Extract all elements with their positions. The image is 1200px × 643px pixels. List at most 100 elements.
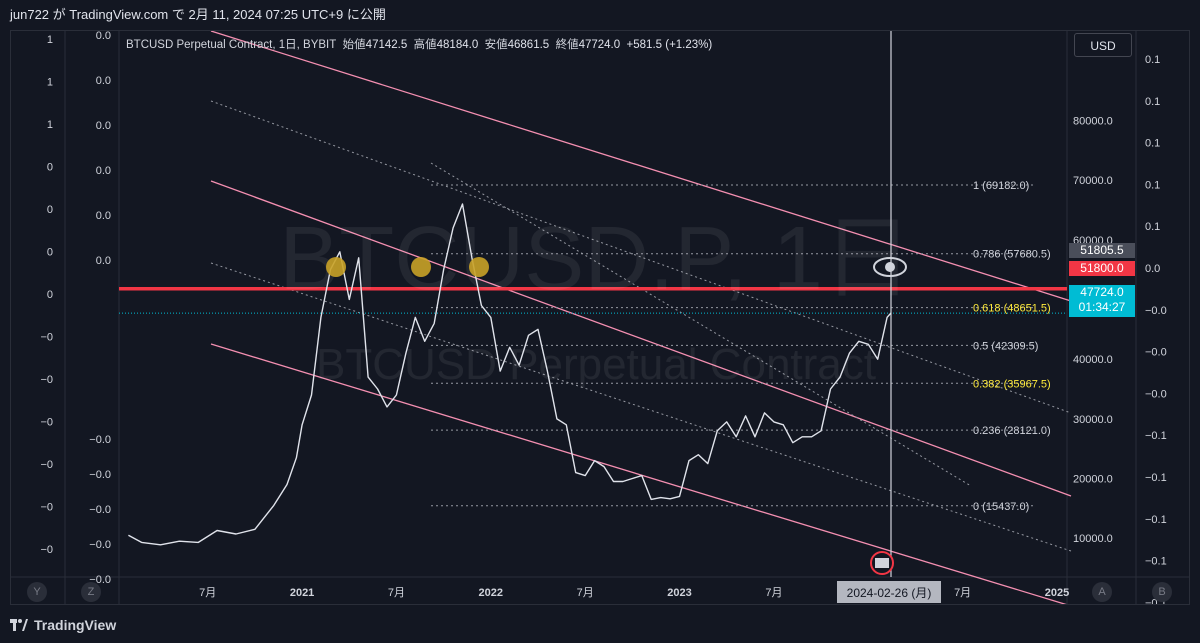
left-outer-tick: −0 bbox=[40, 502, 53, 514]
left-outer-tick: 1 bbox=[47, 119, 53, 131]
y-tick-label: 30000.0 bbox=[1073, 414, 1113, 426]
legend-symbol: BTCUSD Perpetual Contract, 1日, BYBIT bbox=[126, 39, 337, 51]
left-outer-tick: 0 bbox=[47, 247, 53, 259]
price-badge-current: 47724.0 01:34:27 bbox=[1069, 285, 1135, 317]
y-tick-label: 10000.0 bbox=[1073, 533, 1113, 545]
touch-marker bbox=[326, 257, 346, 277]
chart-canvas[interactable]: 80000.070000.060000.050000.040000.030000… bbox=[11, 31, 1190, 605]
watermark: BTCUSD.P, 1日 BTCUSD Perpetual Contract bbox=[279, 209, 913, 389]
publish-info: jun722 が TradingView.com で 2月 11, 2024 0… bbox=[10, 7, 386, 22]
drawings: 1 (69182.0) 0.786 (57680.5) 0.618 (48651.5… bbox=[119, 31, 1072, 604]
channel-line bbox=[210, 31, 1072, 302]
left-outer-tick: −0 bbox=[40, 417, 53, 429]
left-outer-tick: −0 bbox=[40, 459, 53, 471]
watermark-big: BTCUSD.P, 1日 bbox=[279, 209, 913, 309]
left-inner-tick: 0.0 bbox=[96, 210, 111, 222]
indicator-tick: −0.1 bbox=[1145, 472, 1167, 484]
x-tick-label: 7月 bbox=[765, 587, 782, 599]
left-outer-tick: 0 bbox=[47, 162, 53, 174]
price-line bbox=[128, 203, 892, 546]
left-outer-tick: 1 bbox=[47, 77, 53, 89]
fib-level-label: 0.786 (57680.5) bbox=[973, 249, 1051, 261]
indicator-tick: 0.1 bbox=[1145, 96, 1160, 108]
bar-countdown: 01:34:27 bbox=[1078, 300, 1126, 314]
left-outer-tick: 1 bbox=[47, 34, 53, 46]
left-outer-tick: −0 bbox=[40, 374, 53, 386]
left-inner-tick: −0.0 bbox=[89, 469, 111, 481]
tradingview-logo-icon bbox=[10, 619, 28, 631]
price-series bbox=[128, 203, 892, 546]
legend-open-label: 始値 bbox=[342, 39, 366, 51]
scale-b-button[interactable]: B bbox=[1152, 582, 1172, 602]
indicator-tick: 0.1 bbox=[1145, 54, 1160, 66]
left-inner-tick: −0.0 bbox=[89, 504, 111, 516]
currency-button[interactable]: USD bbox=[1074, 33, 1132, 57]
x-tick-label: 2022 bbox=[479, 587, 503, 599]
symbol-legend[interactable]: BTCUSD Perpetual Contract, 1日, BYBIT 始値4… bbox=[126, 36, 712, 52]
indicator-tick: 0.0 bbox=[1145, 263, 1160, 275]
x-tick-label: 2023 bbox=[667, 587, 691, 599]
scale-a-button[interactable]: A bbox=[1092, 582, 1112, 602]
legend-close: 47724.0 bbox=[578, 39, 621, 51]
fib-level-label: 0.5 (42309.5) bbox=[973, 340, 1038, 352]
x-tick-label: 7月 bbox=[954, 587, 971, 599]
x-tick-label: 7月 bbox=[577, 587, 594, 599]
left-outer-tick: 0 bbox=[47, 289, 53, 301]
left-inner-tick: −0.0 bbox=[89, 539, 111, 551]
left-inner-tick: 0.0 bbox=[96, 165, 111, 177]
legend-low: 46861.5 bbox=[507, 39, 550, 51]
legend-open: 47142.5 bbox=[365, 39, 408, 51]
current-price: 47724.0 bbox=[1080, 285, 1124, 299]
legend-close-label: 終値 bbox=[555, 39, 579, 51]
scale-z-button[interactable]: Z bbox=[81, 582, 101, 602]
fib-level-label: 0.236 (28121.0) bbox=[973, 425, 1051, 437]
y-tick-label: 40000.0 bbox=[1073, 354, 1113, 366]
axes: 80000.070000.060000.050000.040000.030000… bbox=[11, 31, 1189, 605]
left-outer-tick: 0 bbox=[47, 204, 53, 216]
y-tick-label: 80000.0 bbox=[1073, 116, 1113, 128]
left-outer-tick: −0 bbox=[40, 544, 53, 556]
fib-level-label: 1 (69182.0) bbox=[973, 180, 1029, 192]
eye-icon[interactable] bbox=[873, 257, 907, 277]
x-tick-label: 2021 bbox=[290, 587, 314, 599]
watermark-small: BTCUSD Perpetual Contract bbox=[316, 340, 876, 389]
indicator-tick: −0.1 bbox=[1145, 430, 1167, 442]
y-tick-label: 70000.0 bbox=[1073, 175, 1113, 187]
footer-brand: TradingView bbox=[34, 617, 117, 633]
x-tick-label: 7月 bbox=[388, 587, 405, 599]
dotted-channel-line bbox=[210, 262, 1072, 552]
indicator-tick: −0.0 bbox=[1145, 347, 1167, 359]
indicator-tick: −0.1 bbox=[1145, 597, 1167, 605]
indicator-tick: 0.1 bbox=[1145, 138, 1160, 150]
indicator-tick: −0.0 bbox=[1145, 305, 1167, 317]
legend-high-label: 高値 bbox=[413, 39, 437, 51]
publish-header: jun722 が TradingView.com で 2月 11, 2024 0… bbox=[0, 0, 1200, 30]
touch-marker bbox=[469, 257, 489, 277]
touch-marker bbox=[411, 257, 431, 277]
legend-high: 48184.0 bbox=[436, 39, 479, 51]
price-badge-red: 51800.0 bbox=[1069, 261, 1135, 276]
price-badge-gray: 51805.5 bbox=[1069, 243, 1135, 258]
footer: TradingView bbox=[0, 607, 1200, 643]
left-inner-tick: 0.0 bbox=[96, 75, 111, 87]
y-tick-label: 20000.0 bbox=[1073, 474, 1113, 486]
legend-low-label: 安値 bbox=[484, 39, 508, 51]
scale-y-button[interactable]: Y bbox=[27, 582, 47, 602]
indicator-tick: −0.1 bbox=[1145, 556, 1167, 568]
x-tick-label: 2025 bbox=[1045, 587, 1069, 599]
overlay: 2024-02-26 (月) bbox=[326, 257, 941, 603]
fib-level-label: 0.618 (48651.5) bbox=[973, 303, 1051, 315]
channel-line bbox=[210, 343, 1067, 604]
channel-line bbox=[210, 180, 1072, 497]
chart-frame[interactable]: 80000.070000.060000.050000.040000.030000… bbox=[10, 30, 1190, 605]
x-tick-label: 7月 bbox=[199, 587, 216, 599]
indicator-tick: 0.1 bbox=[1145, 221, 1160, 233]
left-inner-tick: 0.0 bbox=[96, 255, 111, 267]
indicator-tick: 0.1 bbox=[1145, 179, 1160, 191]
fib-level-label: 0.382 (35967.5) bbox=[973, 378, 1051, 390]
fib-level-label: 0 (15437.0) bbox=[973, 501, 1029, 513]
left-outer-tick: −0 bbox=[40, 332, 53, 344]
date-badge-bg bbox=[837, 581, 941, 603]
indicator-tick: −0.0 bbox=[1145, 388, 1167, 400]
left-inner-tick: 0.0 bbox=[96, 120, 111, 132]
